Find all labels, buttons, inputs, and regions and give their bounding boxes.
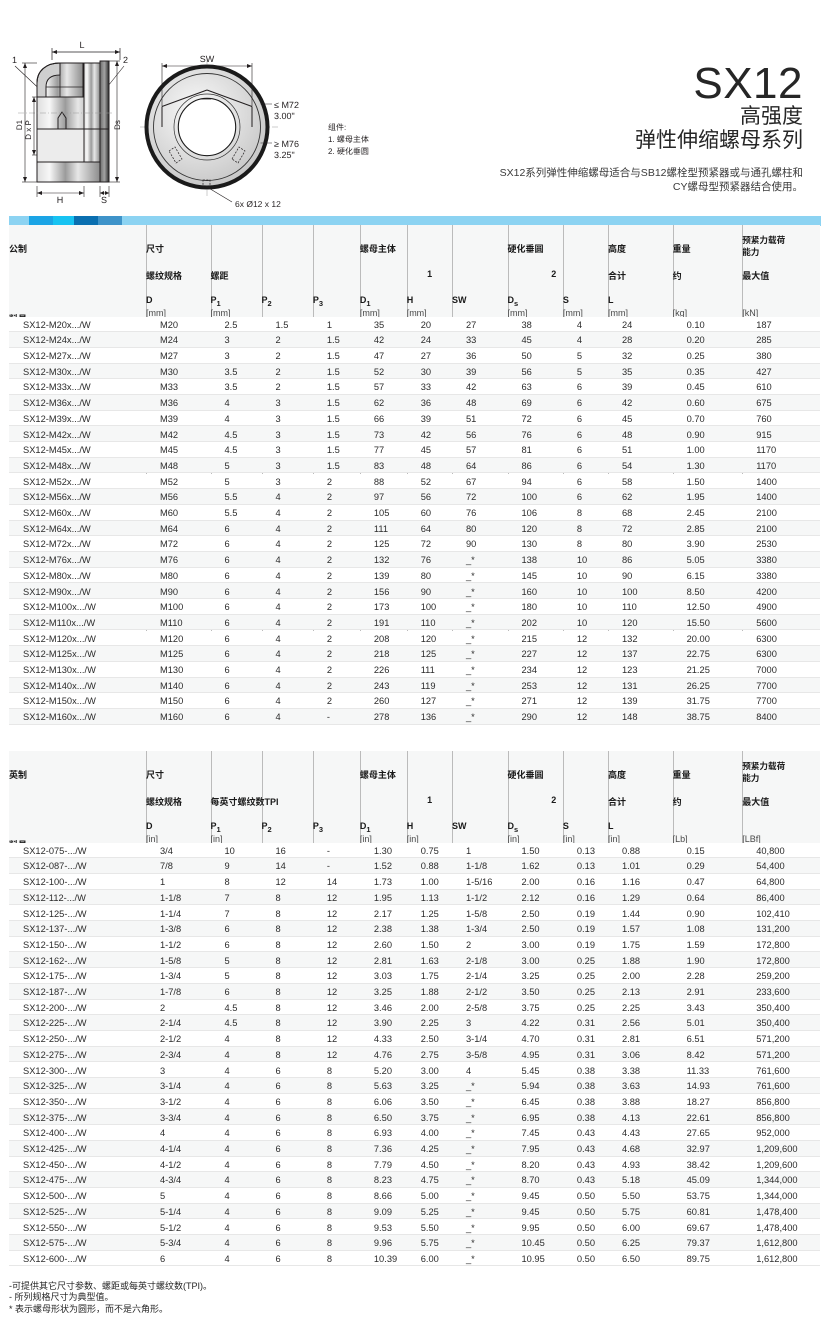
svg-text:6x Ø12 x 12: 6x Ø12 x 12 bbox=[235, 199, 281, 207]
svg-text:H: H bbox=[57, 195, 64, 205]
svg-text:S: S bbox=[101, 195, 107, 205]
